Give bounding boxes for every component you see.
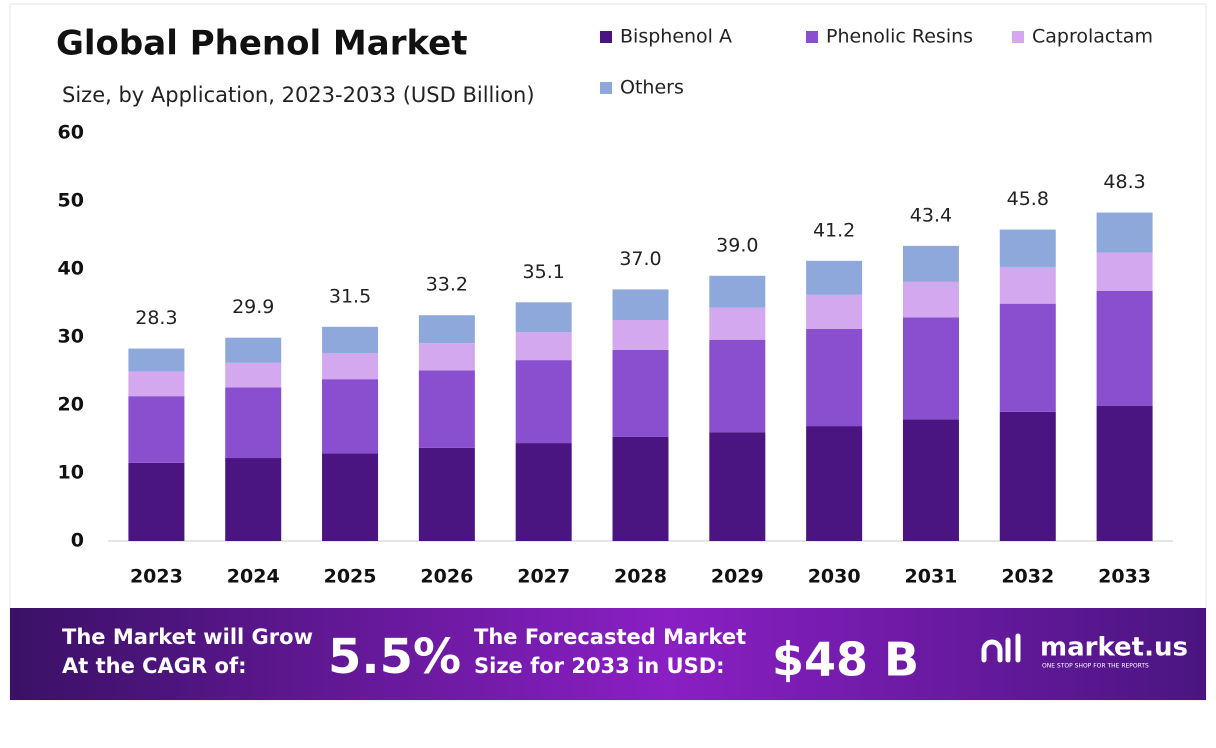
total-label: 45.8 <box>1007 188 1049 210</box>
bar-segment <box>515 360 572 444</box>
total-label: 37.0 <box>619 248 661 270</box>
x-tick-label: 2029 <box>711 566 764 588</box>
bar-segment <box>128 396 185 463</box>
brand: market.us <box>1040 633 1188 663</box>
bar-segment <box>322 326 379 354</box>
y-tick-label: 40 <box>58 258 84 280</box>
bar-segment <box>709 339 766 433</box>
total-label: 41.2 <box>813 219 855 241</box>
bar-segment <box>1096 405 1153 541</box>
bar-segment <box>1096 290 1153 406</box>
bar-segment <box>418 370 475 448</box>
bar-segment <box>902 245 959 282</box>
bar-segment <box>999 303 1056 412</box>
bar-segment <box>128 348 185 372</box>
bar-segment <box>1096 212 1153 253</box>
x-tick-label: 2031 <box>905 566 958 588</box>
total-label: 35.1 <box>523 261 565 283</box>
y-tick-label: 10 <box>58 462 84 484</box>
x-tick-label: 2026 <box>420 566 473 588</box>
total-label: 33.2 <box>426 274 468 296</box>
bar-segment <box>322 353 379 380</box>
bar-segment <box>902 281 959 318</box>
bar-segment <box>225 362 282 388</box>
bar-segment <box>612 289 669 320</box>
y-tick-label: 30 <box>58 326 84 348</box>
bar-segment <box>806 260 863 295</box>
total-label: 43.4 <box>910 204 952 226</box>
forecast-text: Size for 2033 in USD: <box>474 654 725 678</box>
legend-swatch <box>806 31 818 43</box>
x-tick-label: 2024 <box>227 566 280 588</box>
total-label: 39.0 <box>716 234 758 256</box>
tagline: ONE STOP SHOP FOR THE REPORTS <box>1042 663 1149 670</box>
bar-segment <box>709 307 766 340</box>
bar-segment <box>612 436 669 541</box>
total-label: 48.3 <box>1103 171 1145 193</box>
bar-segment <box>902 317 959 420</box>
bar-segment <box>515 332 572 361</box>
legend-label: Others <box>620 77 684 99</box>
cagr-text: At the CAGR of: <box>62 654 247 678</box>
bar-segment <box>418 447 475 541</box>
bar-segment <box>515 443 572 541</box>
bar-segment <box>806 294 863 329</box>
legend-label: Caprolactam <box>1032 26 1153 48</box>
y-tick-label: 0 <box>71 530 84 552</box>
y-tick-label: 60 <box>58 122 84 144</box>
bar-segment <box>999 411 1056 541</box>
legend-swatch <box>1012 31 1024 43</box>
x-tick-label: 2032 <box>1001 566 1054 588</box>
bar-segment <box>806 426 863 541</box>
chart-subtitle: Size, by Application, 2023-2033 (USD Bil… <box>62 83 535 107</box>
total-label: 28.3 <box>135 307 177 329</box>
total-label: 29.9 <box>232 296 274 318</box>
cagr-value: 5.5% <box>328 629 461 685</box>
bar-segment <box>418 343 475 371</box>
forecast-text: The Forecasted Market <box>474 625 746 649</box>
bar-segment <box>225 458 282 541</box>
legend-swatch <box>600 82 612 94</box>
bar-segment <box>225 387 282 459</box>
x-tick-label: 2027 <box>517 566 570 588</box>
bar-segment <box>418 315 475 344</box>
bar-segment <box>612 320 669 350</box>
bar-segment <box>1096 252 1153 291</box>
bar-segment <box>322 453 379 541</box>
legend-swatch <box>600 31 612 43</box>
y-tick-label: 20 <box>58 394 84 416</box>
legend-label: Phenolic Resins <box>826 26 973 48</box>
x-tick-label: 2023 <box>130 566 183 588</box>
x-tick-label: 2025 <box>324 566 377 588</box>
brand-logo <box>981 633 1021 663</box>
cagr-text: The Market will Grow <box>62 625 313 649</box>
bar-segment <box>322 379 379 454</box>
bar-segment <box>709 275 766 308</box>
bar-segment <box>128 371 185 397</box>
x-tick-label: 2030 <box>808 566 861 588</box>
chart-title: Global Phenol Market <box>56 24 468 64</box>
bar-segment <box>709 432 766 541</box>
forecast-value: $48 B <box>772 633 919 687</box>
bar-segment <box>902 419 959 541</box>
total-label: 31.5 <box>329 285 371 307</box>
y-tick-label: 50 <box>58 190 84 212</box>
bar-segment <box>999 266 1056 304</box>
legend-label: Bisphenol A <box>620 26 732 48</box>
bar-segment <box>999 229 1056 267</box>
bar-segment <box>515 302 572 333</box>
bar-segment <box>612 349 669 437</box>
bar-segment <box>225 337 282 363</box>
bar-segment <box>806 328 863 427</box>
bar-segment <box>128 462 185 541</box>
x-tick-label: 2028 <box>614 566 667 588</box>
x-tick-label: 2033 <box>1098 566 1151 588</box>
